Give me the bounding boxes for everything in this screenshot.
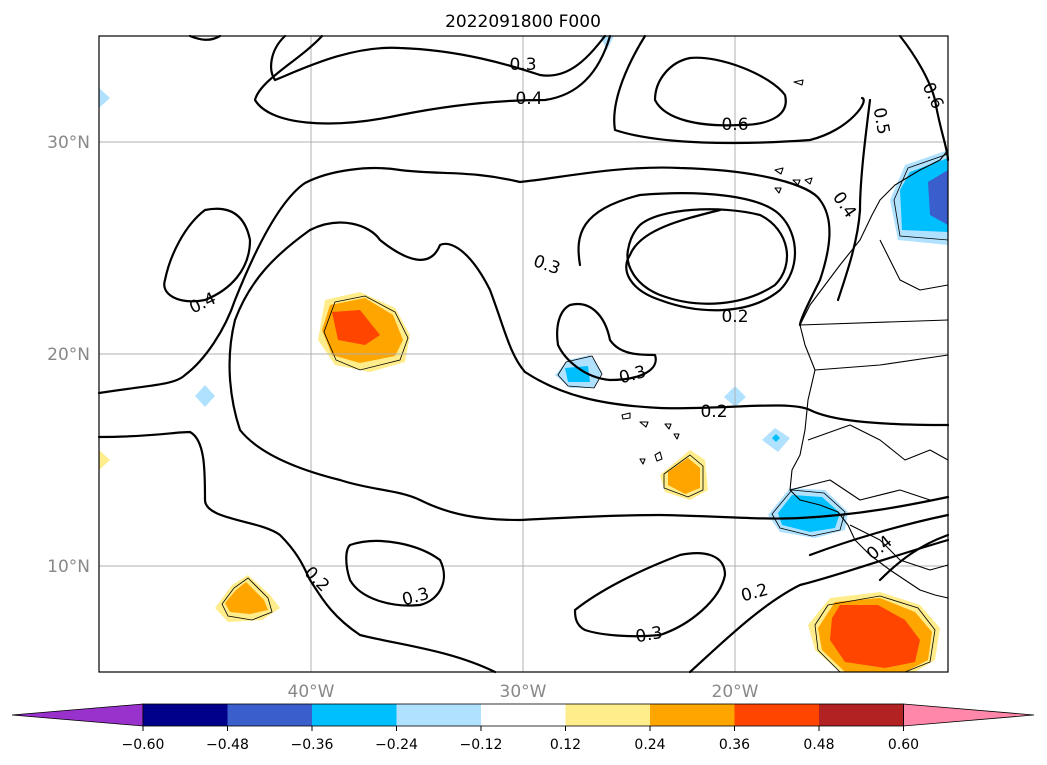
- colorbar-tick-label: −0.36: [291, 737, 334, 753]
- colorbar-segment: [819, 704, 904, 726]
- colorbar-segment: [481, 704, 566, 726]
- border-line: [814, 354, 949, 371]
- contour-line: [577, 192, 797, 312]
- map-frame: [98, 35, 949, 673]
- colorbar-segment: [227, 704, 313, 726]
- contour-label: 0.2: [700, 402, 727, 422]
- cape-verde-island: [639, 458, 646, 465]
- colorbar-segment: [565, 704, 651, 726]
- contour-line: [253, 34, 612, 125]
- colorbar: −0.60 −0.48 −0.36 −0.24 −0.12 0.12 0.24 0.36 0.4…: [11, 703, 1035, 753]
- anomaly-outline: [771, 489, 846, 537]
- lat-label-10n: 10°N: [47, 557, 90, 577]
- contour-label: 0.4: [515, 89, 542, 109]
- colorbar-outline: [142, 703, 904, 727]
- map-title: 2022091800 F000: [445, 12, 601, 32]
- negative-anomaly-fill: [772, 434, 780, 442]
- canary-island: [774, 187, 782, 194]
- contour-line: [345, 539, 445, 607]
- positive-anomaly-fill: [830, 605, 920, 668]
- anomaly-outline: [323, 295, 409, 371]
- lat-label-20n: 20°N: [47, 345, 90, 365]
- lon-label-30w: 30°W: [500, 682, 547, 702]
- positive-anomaly-fill: [99, 450, 110, 470]
- anomaly-outline: [221, 577, 273, 621]
- contour-line: [878, 533, 950, 582]
- colorbar-tick-label: 0.12: [550, 737, 581, 753]
- contour-line: [228, 228, 950, 522]
- contour-line: [626, 208, 789, 305]
- lon-label-40w: 40°W: [288, 682, 335, 702]
- cape-verde-island: [621, 412, 631, 420]
- anomaly-outline: [557, 355, 603, 389]
- colorbar-tick-label: −0.12: [460, 737, 503, 753]
- colorbar-tick-label: −0.48: [206, 737, 249, 753]
- contour-line: [808, 513, 950, 557]
- cape-verde-island: [664, 423, 672, 430]
- contour-line: [573, 552, 727, 638]
- map-panel: 0.3 0.4 0.6 0.5 0.6 0.4 0.4 0.3 0.2 0.3 …: [97, 34, 950, 674]
- contour-line: [188, 34, 222, 41]
- colorbar-segment: [143, 704, 228, 726]
- contour-line: [653, 56, 787, 127]
- canary-island: [804, 177, 813, 185]
- colorbar-segment: [734, 704, 820, 726]
- border-line: [807, 424, 949, 461]
- contour-label: 0.2: [721, 307, 748, 327]
- colorbar-segment: [312, 704, 397, 726]
- anomaly-fills: [99, 36, 949, 673]
- contour-line: [308, 221, 950, 427]
- contour-line: [613, 34, 865, 145]
- cape-verde-island: [673, 433, 680, 440]
- contour-line: [898, 34, 950, 162]
- border-line: [799, 319, 949, 326]
- colorbar-segment: [650, 704, 735, 726]
- contour-lines: [97, 34, 950, 674]
- lat-label-30n: 30°N: [47, 133, 90, 153]
- colorbar-tick-label: 0.60: [888, 737, 919, 753]
- contour-label: 0.6: [721, 115, 748, 135]
- colorbar-tick-label: −0.60: [122, 737, 165, 753]
- anomaly-outline: [893, 153, 949, 241]
- border-line: [789, 479, 931, 501]
- contour-line: [836, 98, 872, 302]
- contour-line: [688, 538, 950, 674]
- cape-verde-island: [639, 421, 649, 428]
- lon-label-20w: 20°W: [712, 682, 759, 702]
- positive-anomaly-fill: [332, 310, 380, 345]
- colorbar-tick-label: −0.24: [375, 737, 418, 753]
- cape-verde-island: [654, 451, 663, 462]
- colorbar-extend-min: [11, 703, 144, 727]
- colorbar-tick-label: 0.36: [719, 737, 750, 753]
- negative-anomaly-fill: [99, 88, 110, 108]
- longitude-labels: 40°W 30°W 20°W: [288, 682, 759, 702]
- negative-anomaly-fill: [778, 495, 840, 532]
- negative-anomaly-fill: [565, 366, 590, 382]
- coastlines: [621, 79, 949, 599]
- anomaly-outline: [663, 454, 704, 498]
- contour-line: [97, 166, 831, 395]
- contour-label: 0.3: [634, 623, 664, 647]
- contour-label: 0.3: [509, 55, 536, 75]
- canary-island: [792, 179, 801, 186]
- colorbar-tick-label: 0.48: [803, 737, 834, 753]
- positive-anomaly-fill: [668, 458, 700, 494]
- positive-anomaly-fill: [225, 582, 268, 614]
- contour-label: 0.5: [869, 106, 893, 136]
- negative-anomaly-fill: [195, 385, 215, 407]
- colorbar-tick-label: 0.24: [634, 737, 665, 753]
- contour-line: [97, 430, 497, 674]
- canary-island: [774, 167, 784, 175]
- anomaly-outline: [814, 595, 936, 673]
- latitude-labels: 30°N 20°N 10°N: [47, 133, 90, 577]
- colorbar-segment: [396, 704, 482, 726]
- contour-line: [163, 207, 252, 303]
- madeira-island: [793, 79, 804, 86]
- border-line: [879, 239, 949, 291]
- contour-line: [556, 302, 657, 382]
- negative-anomaly-fill: [928, 170, 948, 225]
- colorbar-extend-max: [903, 703, 1035, 727]
- africa-coastline: [789, 149, 949, 599]
